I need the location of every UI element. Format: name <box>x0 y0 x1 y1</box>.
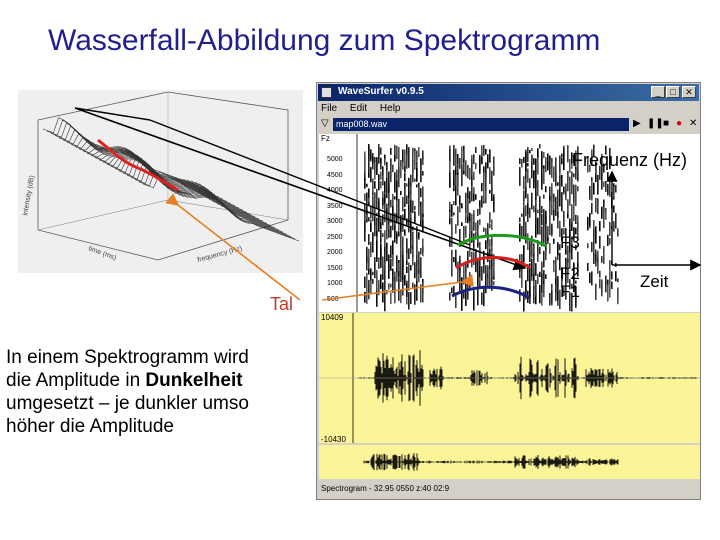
spectro-ytick: 2000 <box>327 249 343 256</box>
formant-label-f2: F2 <box>560 264 580 283</box>
pointer-line-2 <box>149 119 471 246</box>
maximize-button[interactable]: □ <box>666 86 680 98</box>
frequency-axis-label: Frequenz (Hz) <box>572 150 688 170</box>
spectro-ytick: 1500 <box>327 264 343 272</box>
waterfall-plot: intensity (dB) time (ms) frequency (Hz) <box>18 90 303 273</box>
formant-f1-curve <box>451 285 531 300</box>
wave-top-label: 10409 <box>321 313 344 322</box>
app-icon <box>321 87 332 98</box>
keyword-dunkelheit: Dunkelheit <box>145 370 243 391</box>
file-name-field[interactable]: map008.wav <box>333 118 629 131</box>
spectro-ytick: 5000 <box>327 156 343 163</box>
play-icon[interactable]: ▶ <box>633 118 641 129</box>
close-file-icon[interactable]: ✕ <box>689 118 698 129</box>
close-button[interactable]: ✕ <box>682 86 696 98</box>
tal-label: Tal <box>270 294 294 314</box>
spectro-ytick: 4000 <box>327 187 343 194</box>
menu-file[interactable]: File <box>321 103 338 114</box>
spectro-ytick: 3500 <box>327 202 343 210</box>
spectro-ytick: 4500 <box>327 171 343 179</box>
file-toolbar: ▽ map008.wav ▶ ❚❚ ■ ● ✕ <box>319 117 698 133</box>
formant-label-f1: F1 <box>560 282 580 301</box>
tal-pointer-1 <box>165 193 301 301</box>
menu-edit[interactable]: Edit <box>349 103 368 114</box>
spectrogram-pane[interactable]: Fz 5000450040003500300025002000150010005… <box>319 134 700 312</box>
dropdown-triangle-icon[interactable]: ▽ <box>321 118 329 129</box>
spectro-ytick: 3000 <box>327 218 343 225</box>
minimize-button[interactable]: _ <box>651 86 665 98</box>
spectro-ytick: 2500 <box>327 233 343 241</box>
wavesurfer-window: WaveSurfer v0.9.5 _ □ ✕ File Edit Help ▽… <box>316 82 701 500</box>
stop-icon[interactable]: ■ <box>663 118 670 129</box>
wave-bottom-label: -10430 <box>321 435 346 443</box>
overview-waveform[interactable] <box>319 445 700 479</box>
tal-pointer-2 <box>321 274 474 301</box>
pause-icon[interactable]: ❚❚ <box>647 118 664 129</box>
window-titlebar: WaveSurfer v0.9.5 _ □ ✕ <box>318 84 699 101</box>
formant-f2-curve <box>455 256 531 270</box>
formant-label-f3: F3 <box>560 233 580 252</box>
window-title: WaveSurfer v0.9.5 <box>338 86 424 97</box>
time-axis-label: Zeit <box>640 272 669 291</box>
spectro-corner-label: Fz <box>321 134 330 143</box>
waveform-pane[interactable]: 10409 -10430 <box>319 313 700 443</box>
status-bar: Spectrogram - 32.95 0550 z:40 02:9 <box>321 484 450 493</box>
menu-help[interactable]: Help <box>379 103 401 114</box>
record-icon[interactable]: ● <box>676 118 683 129</box>
spectro-ytick: 1000 <box>327 280 343 287</box>
menubar: File Edit Help <box>321 103 411 117</box>
formant-f3-curve <box>457 233 547 248</box>
slide-title: Wasserfall-Abbildung zum Spektrogramm <box>48 24 601 57</box>
pointer-line-1 <box>74 107 527 271</box>
explanation-text: In einem Spektrogramm wird die Amplitude… <box>6 347 249 437</box>
